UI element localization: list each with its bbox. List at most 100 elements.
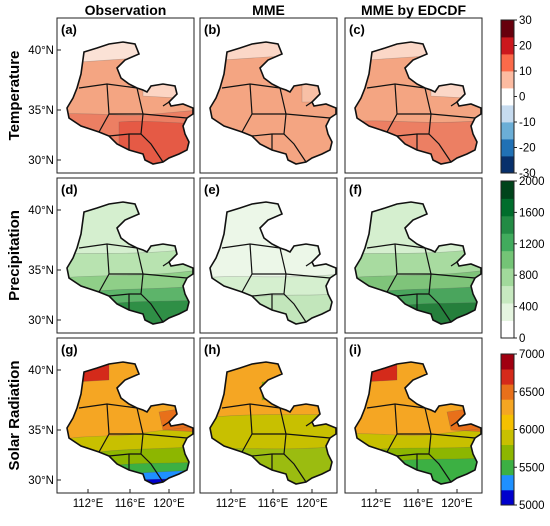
- lat-tick-label: 30°N: [28, 315, 54, 327]
- colorbar-tick-label: 6500: [519, 387, 545, 399]
- colorbar-tick-label: 10: [519, 66, 532, 78]
- province-border: [162, 421, 170, 427]
- province-border: [140, 433, 164, 483]
- column-title: MME: [252, 2, 285, 18]
- province-border: [305, 261, 313, 267]
- panel-label: (a): [61, 22, 77, 37]
- lon-tick-label: 116°E: [115, 498, 146, 510]
- panel-label: (f): [349, 182, 362, 197]
- colorbar-tick-label: 0: [519, 333, 525, 345]
- row-title: Precipitation: [6, 210, 23, 301]
- panel-label: (d): [61, 182, 78, 197]
- colorbar-tick-label: -20: [519, 143, 536, 155]
- province-border: [450, 261, 458, 267]
- province-border: [430, 273, 476, 279]
- province-border: [140, 113, 164, 163]
- map-panel-c: (c): [344, 17, 483, 174]
- map-panel-e: (e): [199, 177, 338, 334]
- colorbar-tick-label: 30: [519, 15, 532, 27]
- map-panel-f: (f): [344, 177, 483, 334]
- province-border: [305, 101, 313, 107]
- province-border: [142, 113, 188, 119]
- lat-tick-label: 40°N: [28, 205, 54, 217]
- province-border: [305, 421, 313, 427]
- province-border: [285, 433, 331, 439]
- region-outline: [209, 361, 337, 485]
- province-border: [285, 113, 331, 119]
- row-title: Temperature: [6, 51, 23, 141]
- colorbar-tick-label: 1600: [519, 207, 545, 219]
- province-border: [430, 433, 476, 439]
- province-border: [283, 113, 307, 163]
- panel-label: (c): [349, 22, 365, 37]
- province-border: [142, 273, 188, 279]
- lon-tick-label: 116°E: [403, 498, 434, 510]
- lon-tick-label: 120°E: [296, 498, 328, 510]
- lat-tick-label: 35°N: [28, 425, 54, 437]
- row-title: Solar Radiation: [6, 360, 23, 470]
- lon-tick-label: 120°E: [441, 498, 473, 510]
- map-panel-g: (g) 40°N 35°N 30°N 112°E 116°E 120°E: [28, 337, 195, 510]
- colorbar-tick-label: -30: [519, 168, 536, 180]
- lat-tick-label: 35°N: [28, 105, 54, 117]
- region-outline: [66, 361, 194, 485]
- colorbar-tick-label: -10: [519, 117, 536, 129]
- panel-label: (e): [204, 182, 220, 197]
- colorbar-temperature: 30 20 10 0 -10 -20 -30: [500, 15, 536, 180]
- lon-tick-label: 112°E: [73, 498, 104, 510]
- region-outline: [209, 201, 337, 325]
- province-border: [283, 433, 307, 483]
- region-outline: [66, 201, 194, 325]
- colorbar-solar: 7000 6500 6000 5500 5000: [500, 349, 545, 512]
- region-outline: [66, 41, 194, 165]
- colorbar-tick-label: 800: [519, 270, 538, 282]
- column-title: MME by EDCDF: [361, 2, 466, 18]
- province-border: [428, 433, 452, 483]
- province-border: [430, 113, 476, 119]
- panel-label: (g): [61, 342, 78, 357]
- panel-label: (i): [349, 342, 361, 357]
- colorbar-tick-label: 20: [519, 41, 532, 53]
- colorbar-precipitation: 2000 1600 1200 800 400 0: [500, 176, 545, 345]
- province-border: [162, 101, 170, 107]
- map-panel-h: (h) 112°E 116°E 120°E: [199, 337, 338, 510]
- lat-tick-label: 40°N: [28, 365, 54, 377]
- province-border: [142, 433, 188, 439]
- colorbar-tick-label: 400: [519, 302, 538, 314]
- column-title: Observation: [85, 2, 167, 18]
- map-panel-d: (d) 40°N 35°N 30°N: [28, 177, 195, 334]
- lat-tick-label: 30°N: [28, 155, 54, 167]
- province-border: [450, 101, 458, 107]
- colorbar-tick-label: 7000: [519, 349, 545, 361]
- map-panel-a: (a) 40°N 35°N 30°N: [28, 17, 195, 174]
- panel-label: (h): [204, 342, 221, 357]
- lat-tick-label: 35°N: [28, 265, 54, 277]
- lon-tick-label: 112°E: [361, 498, 392, 510]
- region-outline: [354, 201, 482, 325]
- lat-tick-label: 30°N: [28, 475, 54, 487]
- colorbar-tick-label: 0: [519, 92, 525, 104]
- province-border: [450, 421, 458, 427]
- colorbar-tick-label: 5500: [519, 462, 545, 474]
- region-outline: [354, 361, 482, 485]
- colorbar-tick-label: 1200: [519, 239, 545, 251]
- province-border: [283, 273, 307, 323]
- lon-tick-label: 116°E: [258, 498, 289, 510]
- map-panel-i: (i) 112°E 116°E 120°E: [344, 337, 483, 510]
- province-border: [140, 273, 164, 323]
- region-outline: [209, 41, 337, 165]
- province-border: [162, 261, 170, 267]
- colorbar-tick-label: 6000: [519, 425, 545, 437]
- lon-tick-label: 120°E: [153, 498, 185, 510]
- province-border: [428, 273, 452, 323]
- colorbar-tick-label: 5000: [519, 500, 545, 512]
- colorbar-tick-label: 2000: [519, 176, 545, 188]
- map-panel-b: (b): [199, 17, 338, 174]
- province-border: [285, 273, 331, 279]
- lon-tick-label: 112°E: [216, 498, 247, 510]
- region-outline: [354, 41, 482, 165]
- lat-tick-label: 40°N: [28, 45, 54, 57]
- province-border: [428, 113, 452, 163]
- panel-label: (b): [204, 22, 221, 37]
